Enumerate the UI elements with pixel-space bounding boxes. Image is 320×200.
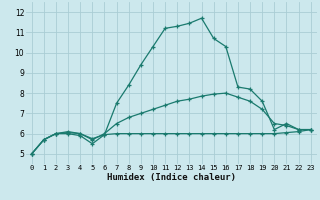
X-axis label: Humidex (Indice chaleur): Humidex (Indice chaleur)	[107, 173, 236, 182]
